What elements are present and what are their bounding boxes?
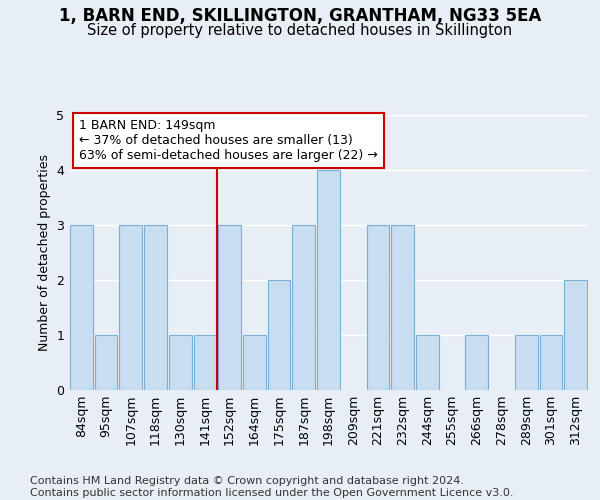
Bar <box>144 225 167 390</box>
Text: 1 BARN END: 149sqm
← 37% of detached houses are smaller (13)
63% of semi-detache: 1 BARN END: 149sqm ← 37% of detached hou… <box>79 119 378 162</box>
Bar <box>466 335 488 390</box>
Bar <box>317 170 340 390</box>
Bar <box>391 225 414 390</box>
Bar <box>268 280 290 390</box>
Bar <box>169 335 191 390</box>
Bar <box>367 225 389 390</box>
Bar <box>539 335 562 390</box>
Bar <box>119 225 142 390</box>
Bar <box>95 335 118 390</box>
Bar <box>564 280 587 390</box>
Y-axis label: Number of detached properties: Number of detached properties <box>38 154 50 351</box>
Text: 1, BARN END, SKILLINGTON, GRANTHAM, NG33 5EA: 1, BARN END, SKILLINGTON, GRANTHAM, NG33… <box>59 8 541 26</box>
Text: Contains HM Land Registry data © Crown copyright and database right 2024.
Contai: Contains HM Land Registry data © Crown c… <box>30 476 514 498</box>
Bar <box>243 335 266 390</box>
Bar <box>416 335 439 390</box>
Text: Size of property relative to detached houses in Skillington: Size of property relative to detached ho… <box>88 22 512 38</box>
Bar <box>515 335 538 390</box>
Bar <box>292 225 315 390</box>
Bar <box>70 225 93 390</box>
Bar <box>218 225 241 390</box>
Bar <box>194 335 216 390</box>
